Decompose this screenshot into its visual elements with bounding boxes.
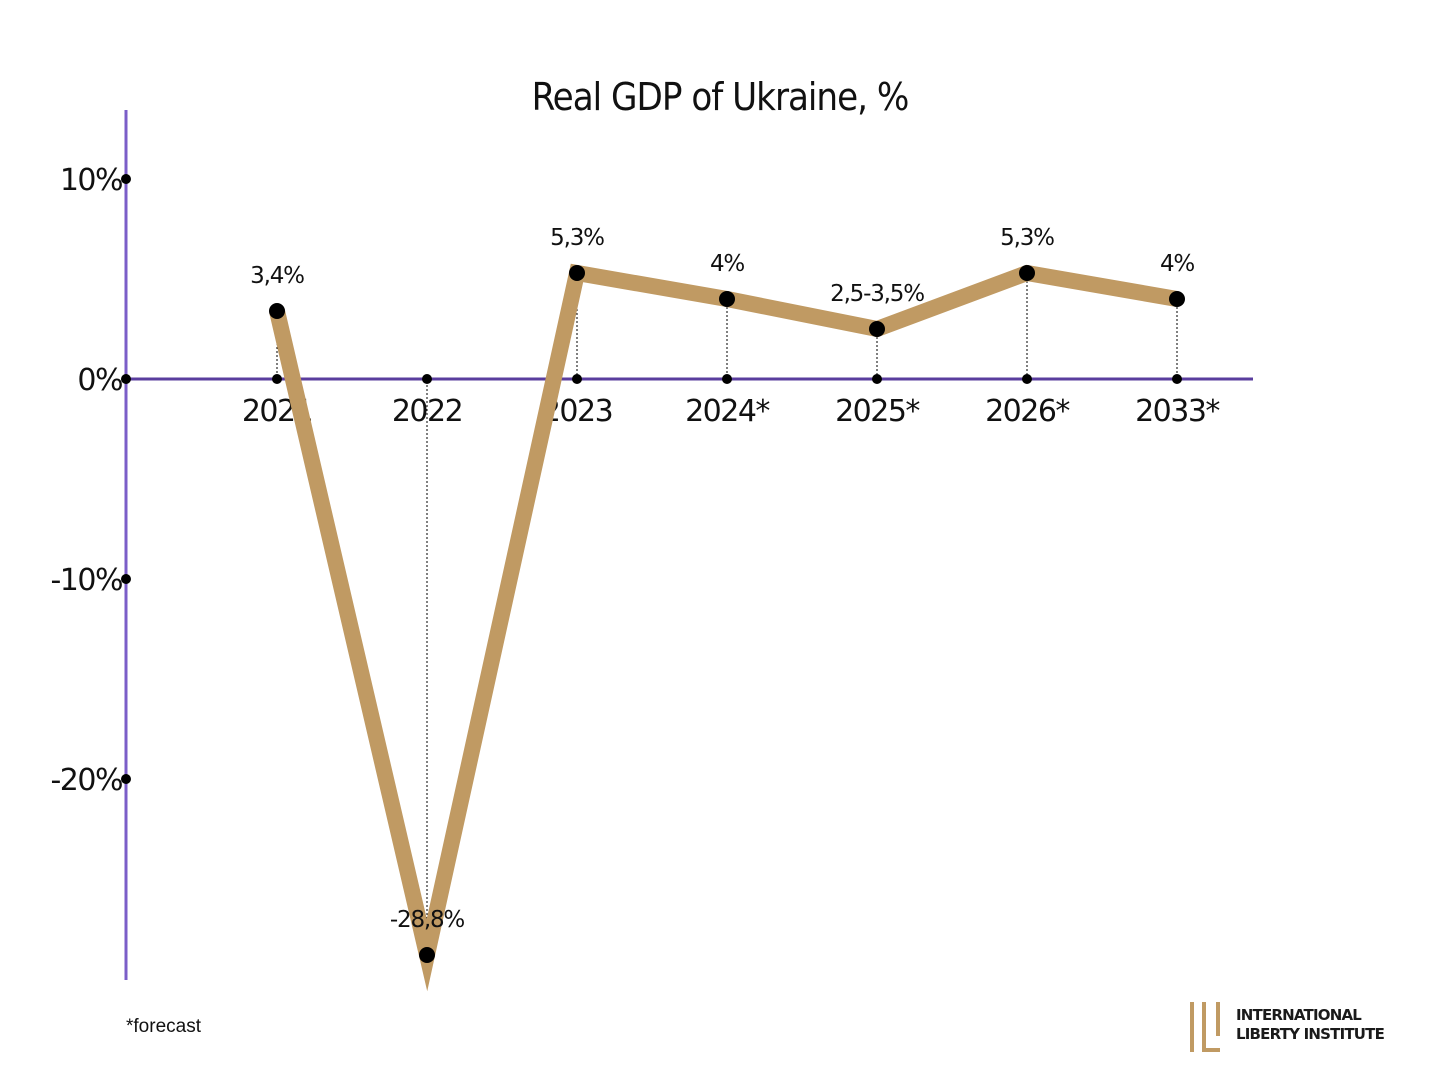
data-point [569, 265, 585, 281]
y-tick-label: -10% [50, 563, 122, 598]
x-tick-mark [722, 374, 732, 384]
x-tick-mark [272, 374, 282, 384]
x-tick-label: 2033* [1135, 394, 1220, 429]
x-tick-label: 2026* [985, 394, 1070, 429]
x-tick-label: 2025* [835, 394, 920, 429]
y-tick-mark [121, 574, 131, 584]
x-tick-label: 2022 [392, 394, 462, 429]
x-tick-mark [872, 374, 882, 384]
data-point [269, 303, 285, 319]
data-point [1169, 291, 1185, 307]
x-tick-mark [1022, 374, 1032, 384]
x-tick-mark [1172, 374, 1182, 384]
data-label: 4% [710, 251, 744, 277]
y-tick-label: 0% [77, 363, 122, 398]
data-point [419, 947, 435, 963]
x-tick-mark [422, 374, 432, 384]
data-label: -28,8% [390, 907, 465, 933]
logo: INTERNATIONAL LIBERTY INSTITUTE [1188, 1000, 1385, 1054]
data-label: 4% [1160, 251, 1194, 277]
data-label: 3,4% [250, 263, 304, 289]
logo-text: INTERNATIONAL LIBERTY INSTITUTE [1236, 1006, 1385, 1044]
logo-line-1: INTERNATIONAL [1236, 1006, 1362, 1024]
data-point [719, 291, 735, 307]
data-label: 2,5-3,5% [830, 281, 924, 307]
y-tick-mark [121, 774, 131, 784]
data-label: 5,3% [550, 225, 604, 251]
data-point [1019, 265, 1035, 281]
logo-mark-icon [1190, 1002, 1220, 1052]
logo-line-2: LIBERTY INSTITUTE [1236, 1025, 1385, 1043]
forecast-footnote: *forecast [126, 1016, 201, 1037]
y-tick-label: 10% [60, 163, 122, 198]
data-label: 5,3% [1000, 225, 1054, 251]
y-tick-mark [121, 374, 131, 384]
y-tick-label: -20% [50, 763, 122, 798]
data-point [869, 321, 885, 337]
y-tick-mark [121, 174, 131, 184]
x-tick-mark [572, 374, 582, 384]
chart-title: Real GDP of Ukraine, % [532, 75, 909, 119]
x-tick-label: 2024* [685, 394, 770, 429]
